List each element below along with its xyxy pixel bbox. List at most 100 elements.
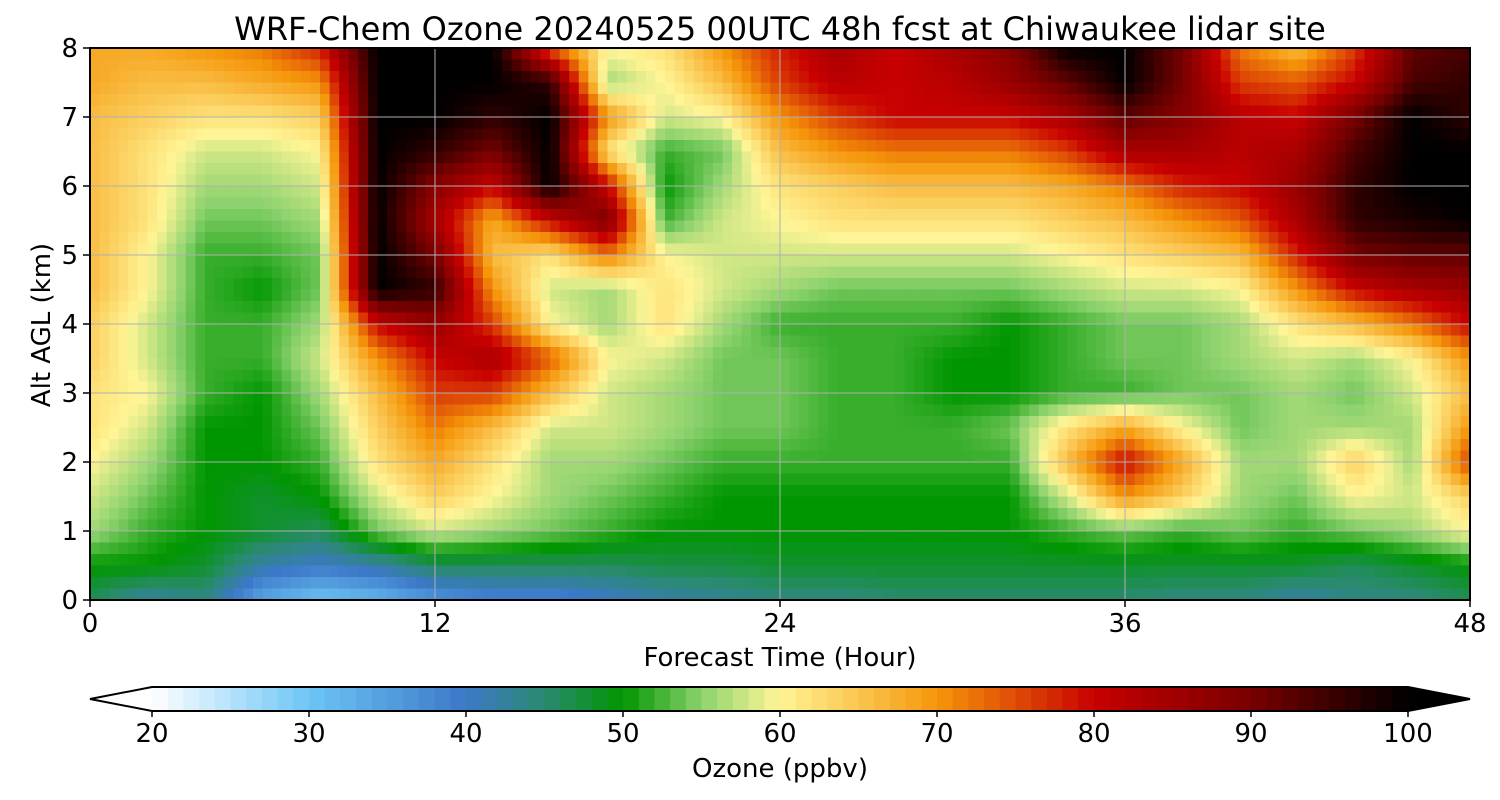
field-cell bbox=[780, 335, 791, 348]
field-cell bbox=[195, 151, 206, 164]
field-cell bbox=[607, 427, 618, 440]
field-cell bbox=[1422, 71, 1433, 84]
field-cell bbox=[1422, 128, 1433, 141]
field-cell bbox=[597, 404, 609, 417]
field-cell bbox=[799, 140, 810, 153]
field-cell bbox=[789, 324, 800, 337]
field-cell bbox=[214, 94, 225, 107]
field-cell bbox=[1230, 312, 1241, 325]
field-cell bbox=[243, 358, 254, 371]
field-cell bbox=[962, 335, 973, 348]
field-cell bbox=[559, 174, 570, 187]
field-cell bbox=[837, 186, 848, 199]
field-cell bbox=[837, 439, 848, 452]
field-cell bbox=[454, 71, 465, 84]
field-cell bbox=[1029, 174, 1040, 187]
field-cell bbox=[128, 174, 139, 187]
field-cell bbox=[655, 278, 666, 291]
field-cell bbox=[339, 232, 350, 245]
field-cell bbox=[923, 140, 934, 153]
field-cell bbox=[473, 335, 484, 348]
field-cell bbox=[118, 381, 129, 394]
field-cell bbox=[645, 48, 657, 61]
field-cell bbox=[387, 71, 398, 84]
field-cell bbox=[502, 128, 513, 141]
field-cell bbox=[1316, 255, 1327, 268]
field-cell bbox=[109, 381, 120, 394]
field-cell bbox=[703, 335, 714, 348]
field-cell bbox=[655, 163, 666, 176]
field-cell bbox=[233, 48, 244, 61]
field-cell bbox=[751, 427, 762, 440]
field-cell bbox=[847, 186, 858, 199]
field-cell bbox=[569, 163, 580, 176]
field-cell bbox=[339, 140, 350, 153]
field-cell bbox=[780, 416, 791, 429]
field-cell bbox=[952, 393, 963, 406]
field-cell bbox=[502, 289, 513, 302]
field-cell bbox=[1316, 163, 1327, 176]
field-cell bbox=[895, 266, 906, 279]
field-cell bbox=[444, 301, 455, 314]
field-cell bbox=[808, 335, 819, 348]
field-cell bbox=[320, 186, 331, 199]
field-cell bbox=[339, 174, 350, 187]
field-cell bbox=[645, 255, 657, 268]
field-cell bbox=[1067, 416, 1078, 429]
field-cell bbox=[310, 289, 321, 302]
field-cell bbox=[684, 393, 695, 406]
field-cell bbox=[387, 289, 398, 302]
field-cell bbox=[492, 404, 503, 417]
field-cell bbox=[674, 381, 685, 394]
field-cell bbox=[1431, 48, 1442, 61]
field-cell bbox=[530, 128, 542, 141]
field-cell bbox=[722, 174, 733, 187]
field-cell bbox=[118, 393, 129, 406]
field-cell bbox=[923, 209, 934, 222]
field-cell bbox=[1086, 48, 1097, 61]
field-cell bbox=[396, 128, 407, 141]
field-cell bbox=[396, 393, 407, 406]
field-cell bbox=[1000, 266, 1011, 279]
field-cell bbox=[1086, 301, 1097, 314]
field-cell bbox=[741, 278, 752, 291]
field-cell bbox=[1345, 335, 1356, 348]
field-cell bbox=[856, 163, 867, 176]
field-cell bbox=[665, 255, 676, 268]
field-cell bbox=[569, 243, 580, 256]
field-cell bbox=[387, 105, 398, 118]
field-cell bbox=[971, 416, 982, 429]
field-cell bbox=[1201, 312, 1212, 325]
field-cell bbox=[1163, 117, 1174, 130]
field-cell bbox=[1278, 335, 1289, 348]
field-cell bbox=[444, 105, 455, 118]
field-cell bbox=[214, 82, 225, 95]
field-cell bbox=[569, 255, 580, 268]
field-cell bbox=[847, 140, 858, 153]
field-cell bbox=[521, 140, 532, 153]
field-cell bbox=[502, 312, 513, 325]
field-cell bbox=[444, 335, 455, 348]
field-cell bbox=[358, 427, 369, 440]
field-cell bbox=[933, 312, 944, 325]
field-cell bbox=[597, 243, 609, 256]
field-cell bbox=[770, 416, 781, 429]
field-cell bbox=[559, 105, 570, 118]
field-cell bbox=[540, 105, 551, 118]
field-cell bbox=[607, 301, 618, 314]
field-cell bbox=[760, 163, 772, 176]
field-cell bbox=[751, 186, 762, 199]
field-cell bbox=[214, 439, 225, 452]
field-cell bbox=[799, 105, 810, 118]
field-cell bbox=[415, 324, 427, 337]
field-cell bbox=[291, 312, 302, 325]
field-cell bbox=[1240, 335, 1251, 348]
field-cell bbox=[1259, 347, 1270, 360]
field-cell bbox=[252, 289, 264, 302]
field-cell bbox=[1125, 163, 1136, 176]
field-cell bbox=[1297, 312, 1308, 325]
field-cell bbox=[387, 358, 398, 371]
field-cell bbox=[684, 48, 695, 61]
field-cell bbox=[1240, 255, 1251, 268]
field-cell bbox=[377, 186, 388, 199]
